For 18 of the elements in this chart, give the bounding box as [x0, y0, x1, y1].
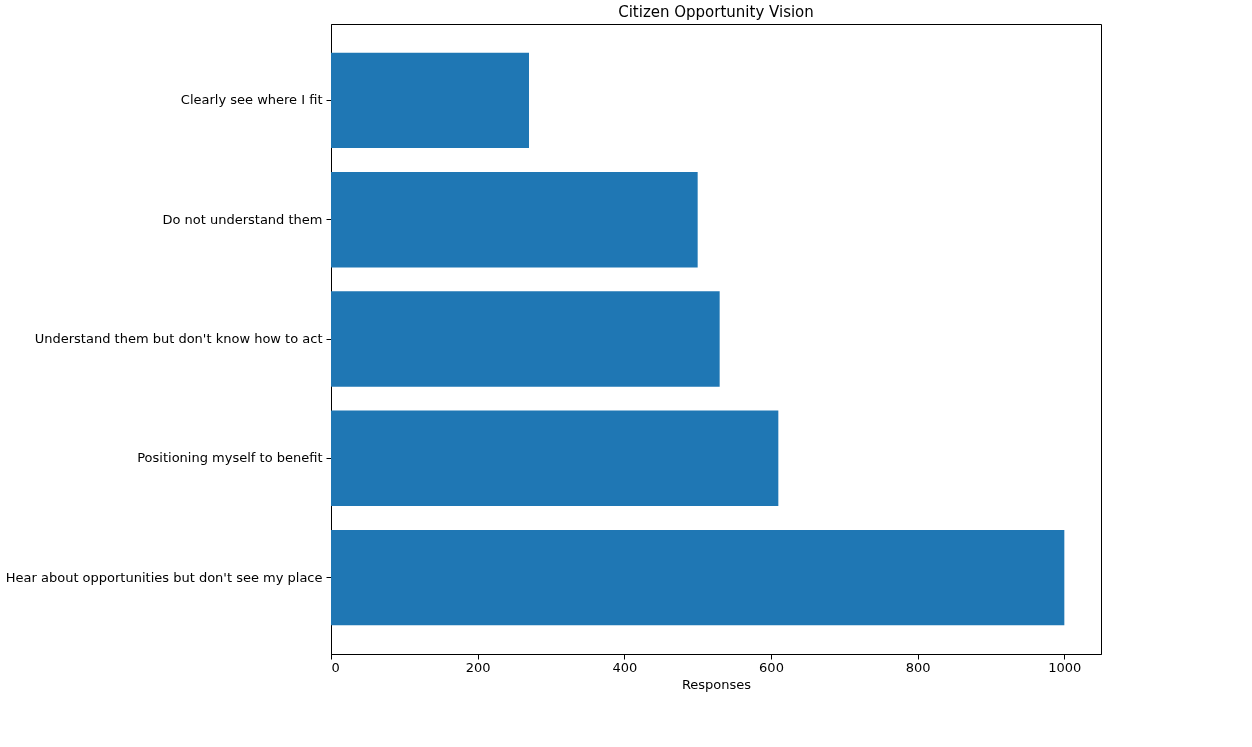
bar [331, 529, 1065, 626]
y-tick-label: Clearly see where I fit [180, 92, 323, 108]
chart-title: Citizen Opportunity Vision [618, 3, 814, 21]
x-tick-label: 200 [465, 659, 491, 675]
bar [331, 52, 529, 149]
bar [331, 410, 779, 507]
x-axis-title: Responses [681, 676, 752, 692]
x-tick-label: 800 [905, 659, 931, 675]
x-tick-label: 1000 [1048, 659, 1082, 675]
y-tick-label: Do not understand them [162, 211, 323, 227]
x-tick-label: 600 [759, 659, 784, 675]
x-tick-label: 0 [331, 659, 340, 675]
y-tick-label: Positioning myself to benefit [137, 450, 323, 466]
bar [331, 171, 698, 268]
y-tick-label: Hear about opportunities but don't see my place [5, 569, 323, 585]
bar [331, 291, 720, 387]
x-tick-label: 400 [612, 659, 638, 675]
y-tick-label: Understand them but don't know how to act [34, 331, 323, 346]
